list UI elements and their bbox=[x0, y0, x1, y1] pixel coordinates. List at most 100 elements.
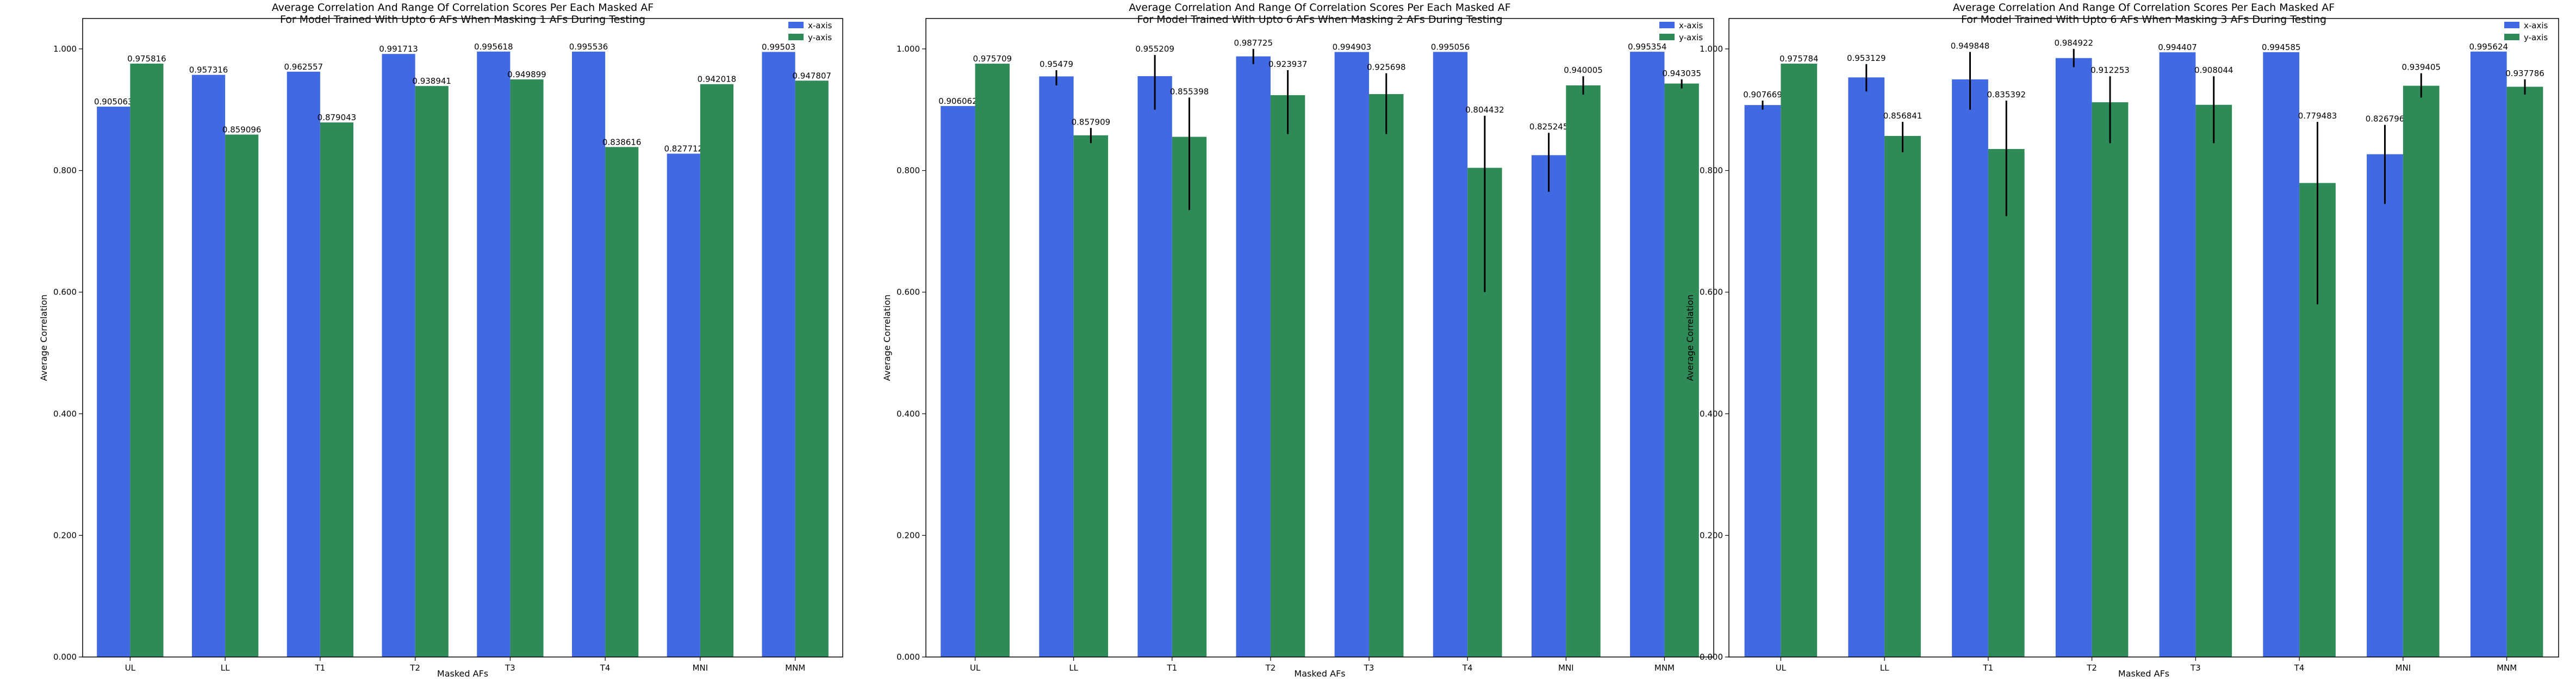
data-label: 0.975816 bbox=[127, 54, 166, 64]
bar-y-axis-T2 bbox=[1270, 95, 1305, 657]
bar-y-axis-MNI bbox=[1566, 85, 1601, 658]
bar-x-axis-T2 bbox=[1236, 56, 1271, 657]
plot-frame bbox=[925, 18, 1714, 658]
bar-y-axis-LL bbox=[225, 134, 259, 657]
data-label: 0.879043 bbox=[318, 113, 357, 122]
bar-x-axis-MNM bbox=[2470, 51, 2507, 657]
data-label: 0.906062 bbox=[938, 96, 978, 106]
bar-x-axis-T3 bbox=[1334, 52, 1370, 658]
bar-y-axis-MNM bbox=[795, 80, 829, 658]
legend-label-x-axis: x-axis bbox=[808, 21, 832, 30]
data-label: 0.995536 bbox=[569, 42, 608, 52]
x-tick-label: T3 bbox=[2190, 663, 2201, 673]
x-tick-label: T1 bbox=[315, 663, 326, 673]
data-label: 0.975784 bbox=[1779, 54, 1819, 64]
x-tick-label: T1 bbox=[1166, 663, 1177, 673]
y-tick-label: 0.000 bbox=[1700, 652, 1723, 662]
bar-y-axis-T2 bbox=[415, 86, 449, 657]
data-label: 0.994903 bbox=[1333, 42, 1372, 52]
y-axis-label: Average Correlation bbox=[882, 294, 892, 381]
bar-y-axis-T1 bbox=[1988, 148, 2025, 658]
bar-x-axis-MNI bbox=[2367, 154, 2403, 657]
data-label: 0.99503 bbox=[762, 42, 795, 52]
chart-subtitle: For Model Trained With Upto 6 AFs When M… bbox=[280, 14, 645, 26]
y-tick-label: 1.000 bbox=[897, 44, 920, 54]
bar-x-axis-T4 bbox=[571, 51, 606, 657]
chart-panel-3: Average Correlation And Range Of Correla… bbox=[1685, 2, 2559, 679]
data-label: 0.925698 bbox=[1367, 63, 1406, 72]
chart-panel-1: Average Correlation And Range Of Correla… bbox=[39, 2, 843, 679]
data-label: 0.957316 bbox=[189, 65, 228, 75]
x-axis-label: Masked AFs bbox=[1294, 668, 1345, 679]
chart-title: Average Correlation And Range Of Correla… bbox=[272, 2, 654, 14]
y-tick-label: 0.400 bbox=[1700, 409, 1723, 419]
legend-swatch-y-axis bbox=[1659, 34, 1675, 40]
bar-x-axis-LL bbox=[1039, 76, 1074, 657]
bar-y-axis-UL bbox=[130, 63, 164, 657]
bar-x-axis-T3 bbox=[477, 51, 511, 658]
bar-y-axis-MNI bbox=[700, 84, 734, 658]
data-label: 0.856841 bbox=[1883, 111, 1922, 121]
data-label: 0.994407 bbox=[2158, 42, 2197, 52]
data-label: 0.994585 bbox=[2262, 42, 2301, 52]
data-label: 0.827712 bbox=[664, 144, 704, 154]
chart-subtitle: For Model Trained With Upto 6 AFs When M… bbox=[1137, 14, 1502, 26]
x-tick-label: LL bbox=[1880, 663, 1889, 673]
x-tick-label: T3 bbox=[1364, 663, 1374, 673]
y-tick-label: 0.200 bbox=[897, 530, 920, 540]
bar-y-axis-T1 bbox=[1172, 137, 1207, 658]
bar-x-axis-LL bbox=[191, 75, 226, 658]
bar-x-axis-T4 bbox=[1433, 52, 1468, 658]
data-label: 0.95479 bbox=[1040, 59, 1073, 69]
x-tick-label: MNM bbox=[2497, 663, 2517, 673]
data-label: 0.991713 bbox=[379, 44, 418, 54]
data-label: 0.942018 bbox=[698, 75, 737, 84]
data-label: 0.857909 bbox=[1072, 117, 1111, 127]
bar-y-axis-T4 bbox=[605, 147, 639, 658]
x-tick-label: UL bbox=[970, 663, 981, 673]
x-tick-label: T4 bbox=[600, 663, 611, 673]
bar-x-axis-T2 bbox=[382, 54, 415, 658]
y-tick-label: 0.400 bbox=[897, 409, 920, 419]
legend-swatch-x-axis bbox=[1659, 22, 1675, 28]
x-tick-label: T3 bbox=[505, 663, 515, 673]
chart-title: Average Correlation And Range Of Correla… bbox=[1953, 2, 2335, 14]
bar-y-axis-MNM bbox=[2506, 86, 2543, 657]
data-label: 0.995618 bbox=[474, 42, 513, 52]
data-label: 0.995056 bbox=[1431, 42, 1470, 52]
plot-frame bbox=[1728, 18, 2559, 658]
data-label: 0.938941 bbox=[412, 76, 451, 86]
bar-x-axis-T4 bbox=[2263, 52, 2300, 658]
x-tick-label: LL bbox=[1069, 663, 1078, 673]
x-tick-label: MNI bbox=[1558, 663, 1574, 673]
plot-frame bbox=[82, 18, 843, 658]
data-label: 0.984922 bbox=[2054, 38, 2093, 48]
bar-x-axis-LL bbox=[1848, 77, 1885, 657]
bar-x-axis-UL bbox=[1744, 105, 1781, 657]
data-label: 0.826796 bbox=[2366, 114, 2405, 124]
y-tick-label: 0.400 bbox=[53, 409, 77, 419]
y-tick-label: 1.000 bbox=[53, 44, 77, 54]
bar-x-axis-MNM bbox=[762, 52, 795, 658]
data-label: 0.912253 bbox=[2090, 65, 2130, 75]
data-label: 0.859096 bbox=[222, 125, 262, 134]
bar-x-axis-MNI bbox=[667, 153, 700, 657]
x-tick-label: T4 bbox=[1462, 663, 1473, 673]
bar-y-axis-MNI bbox=[2403, 85, 2440, 657]
x-tick-label: T2 bbox=[2086, 663, 2097, 673]
bar-y-axis-LL bbox=[1884, 135, 1921, 657]
chart-subtitle: For Model Trained With Upto 6 AFs When M… bbox=[1961, 14, 2326, 26]
bar-x-axis-UL bbox=[97, 107, 130, 658]
y-tick-label: 0.800 bbox=[897, 166, 920, 176]
legend-label-y-axis: y-axis bbox=[2524, 33, 2548, 42]
data-label: 0.995624 bbox=[2469, 42, 2508, 52]
y-tick-label: 0.000 bbox=[897, 652, 920, 662]
x-axis-label: Masked AFs bbox=[437, 668, 488, 679]
x-axis-label: Masked AFs bbox=[2118, 668, 2169, 679]
x-tick-label: T2 bbox=[1265, 663, 1276, 673]
bar-x-axis-T2 bbox=[2055, 58, 2092, 657]
bar-y-axis-UL bbox=[975, 64, 1010, 657]
bar-x-axis-T1 bbox=[1137, 76, 1172, 658]
bar-y-axis-T3 bbox=[1369, 94, 1404, 658]
data-label: 0.949899 bbox=[507, 70, 546, 79]
